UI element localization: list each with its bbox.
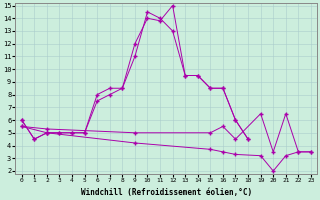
X-axis label: Windchill (Refroidissement éolien,°C): Windchill (Refroidissement éolien,°C) (81, 188, 252, 197)
